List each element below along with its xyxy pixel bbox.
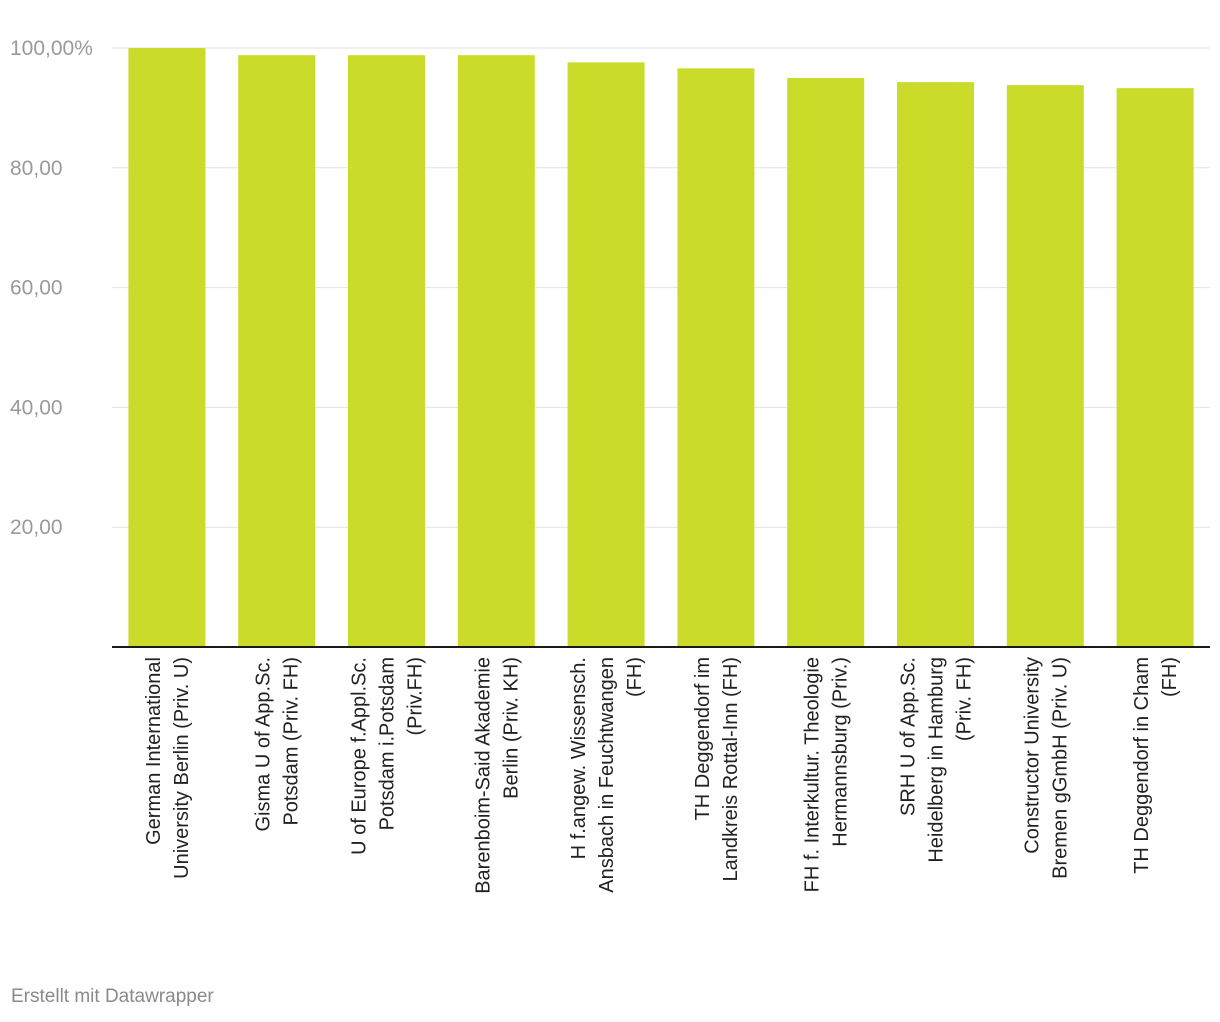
bar [1116,88,1194,648]
category-label-line: Landkreis Rottal-Inn (FH) [720,657,742,882]
category-label: German International University Berlin (P… [143,657,193,879]
category-label-line: (Priv. FH) [954,657,976,741]
category-label-line: Heidelberg in Hamburg [926,657,948,863]
category-label-line: U of Europe f.Appl.Sc. [349,657,371,855]
bar [128,48,206,647]
y-axis-tick-labels: 20,00 40,00 60,00 80,00 100,00% [10,37,93,539]
bar [897,82,974,647]
bar [677,68,755,648]
y-tick-label: 100,00% [10,37,93,60]
bar [238,55,316,648]
category-label: Barenboim-Said Akademie Berlin (Priv. KH) [472,657,522,894]
category-label-line: H f.angew. Wissensch. [568,657,590,859]
y-tick-label: 20,00 [10,516,63,539]
category-label-line: Barenboim-Said Akademie [472,657,494,894]
category-label: FH f. Interkultur. Theologie Hermannsburg… [802,657,852,892]
category-label-line: Hermannsburg (Priv.) [830,657,852,847]
category-label: U of Europe f.Appl.Sc. Potsdam i.Potsdam (… [349,657,427,855]
category-label-line: FH f. Interkultur. Theologie [802,657,824,892]
category-label-line: German International [143,657,165,845]
category-label: H f.angew. Wissensch. Ansbach in Feuchtwa… [568,657,646,893]
y-tick-label: 40,00 [10,396,63,419]
bar [1006,85,1084,647]
category-label-line: (FH) [1159,657,1181,697]
category-label-line: Gisma U of App.Sc. [253,657,275,832]
bar [787,77,865,647]
category-label-line: SRH U of App.Sc. [898,657,920,816]
category-label-line: Ansbach in Feuchtwangen [596,657,618,893]
category-label: Constructor University Bremen gGmbH (Priv… [1021,657,1071,879]
x-axis-category-labels: German International University Berlin (P… [143,657,1181,894]
category-label: SRH U of App.Sc. Heidelberg in Hamburg (Pr… [898,657,976,863]
category-label-line: Berlin (Priv. KH) [500,657,522,799]
category-label-line: Potsdam i.Potsdam [377,657,399,830]
bar-chart: 20,00 40,00 60,00 80,00 100,00% German Inter… [10,37,1210,894]
y-tick-label: 60,00 [10,277,63,300]
category-label-line: University Berlin (Priv. U) [171,657,193,879]
category-label-line: (Priv.FH) [405,657,427,736]
category-label-line: Bremen gGmbH (Priv. U) [1049,657,1071,879]
category-label-line: TH Deggendorf in Cham [1131,657,1153,874]
bars [128,48,1194,648]
category-label-line: Constructor University [1021,657,1043,854]
bar [457,55,535,648]
bar [567,62,645,648]
bar [348,55,425,648]
category-label-line: (FH) [624,657,646,697]
category-label-line: Potsdam (Priv. FH) [281,657,303,826]
category-label: Gisma U of App.Sc. Potsdam (Priv. FH) [253,657,303,832]
category-label: TH Deggendorf in Cham (FH) [1131,657,1181,874]
category-label-line: TH Deggendorf im [692,657,714,820]
category-label: TH Deggendorf im Landkreis Rottal-Inn (FH… [692,657,742,882]
y-tick-label: 80,00 [10,157,63,180]
datawrapper-credit: Erstellt mit Datawrapper [11,986,214,1007]
